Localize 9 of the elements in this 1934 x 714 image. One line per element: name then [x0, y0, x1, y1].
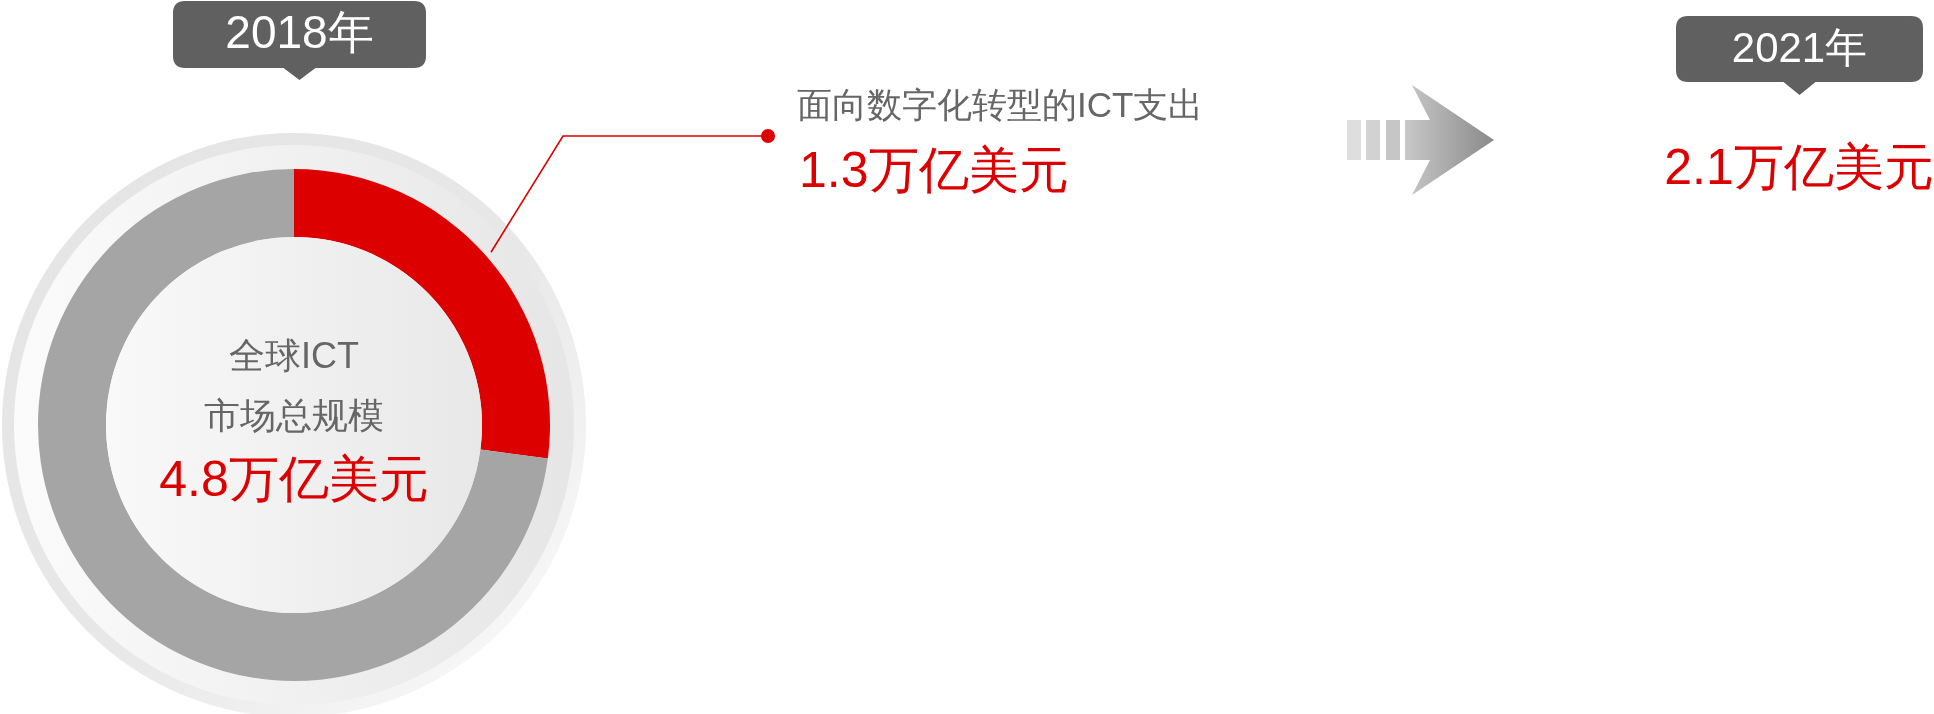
text: 2.1万亿美元: [1664, 139, 1934, 195]
text: 2018年: [225, 6, 374, 58]
data-label: 1.3万亿美元: [799, 142, 1069, 198]
text: 全球ICT: [229, 335, 359, 376]
text: 2021年: [1731, 24, 1868, 71]
slice-label: 面向数字化转型的ICT支出: [797, 85, 1204, 124]
donut-slice: [38, 169, 548, 681]
text: 市场总规模: [204, 395, 384, 436]
text: 4.8万亿美元: [159, 451, 429, 507]
